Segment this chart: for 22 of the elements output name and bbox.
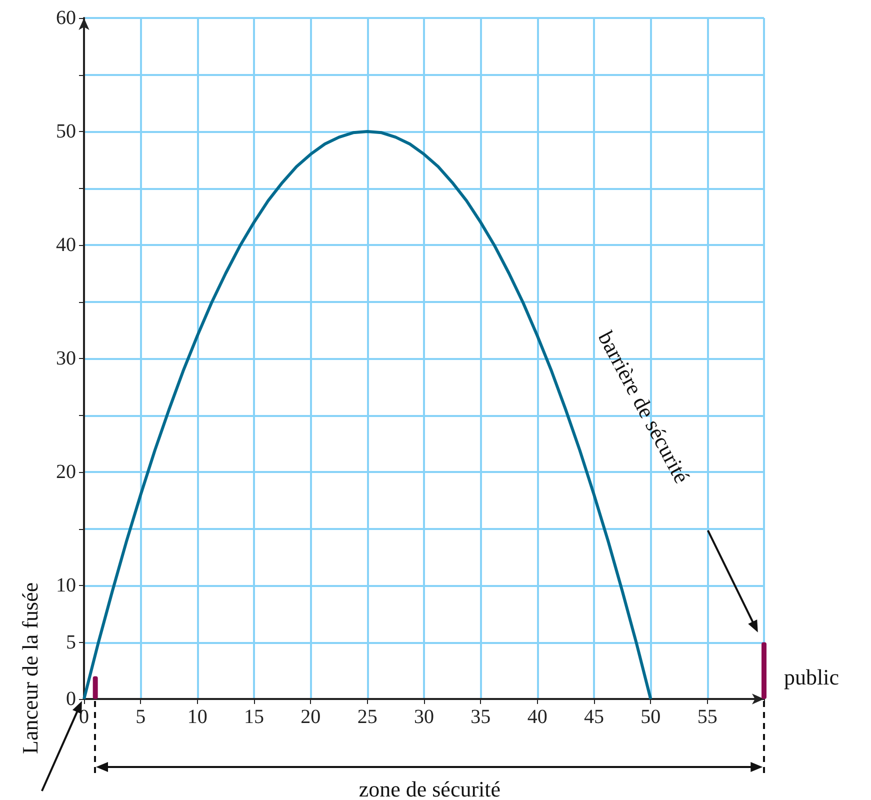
x-tick-label: 30 bbox=[414, 706, 434, 728]
x-tick-label: 35 bbox=[470, 706, 491, 728]
annotation: Lanceur de la fusée bbox=[18, 582, 42, 754]
y-tick-label: 60 bbox=[56, 7, 76, 29]
y-tick-label: 20 bbox=[56, 461, 76, 483]
x-tick-label: 45 bbox=[584, 706, 604, 728]
x-tick-label: 40 bbox=[527, 706, 548, 728]
y-tick-label: 30 bbox=[56, 348, 76, 370]
x-tick-label: 10 bbox=[187, 706, 208, 728]
y-tick-label: 0 bbox=[66, 688, 76, 710]
x-tick-label: 50 bbox=[640, 706, 661, 728]
text: public bbox=[784, 664, 840, 690]
x-tick-label: 15 bbox=[244, 706, 264, 728]
x-tick-label: 55 bbox=[697, 706, 718, 728]
y-tick-label: 10 bbox=[56, 574, 76, 596]
x-tick-label: 25 bbox=[357, 706, 378, 728]
x-tick-label: 5 bbox=[136, 706, 146, 728]
y-tick-label: 50 bbox=[56, 120, 76, 142]
text: zone de sécurité bbox=[358, 776, 501, 800]
y-tick-label: 5 bbox=[66, 631, 76, 654]
y-tick-label: 40 bbox=[56, 234, 76, 256]
x-tick-label: 20 bbox=[300, 706, 321, 728]
